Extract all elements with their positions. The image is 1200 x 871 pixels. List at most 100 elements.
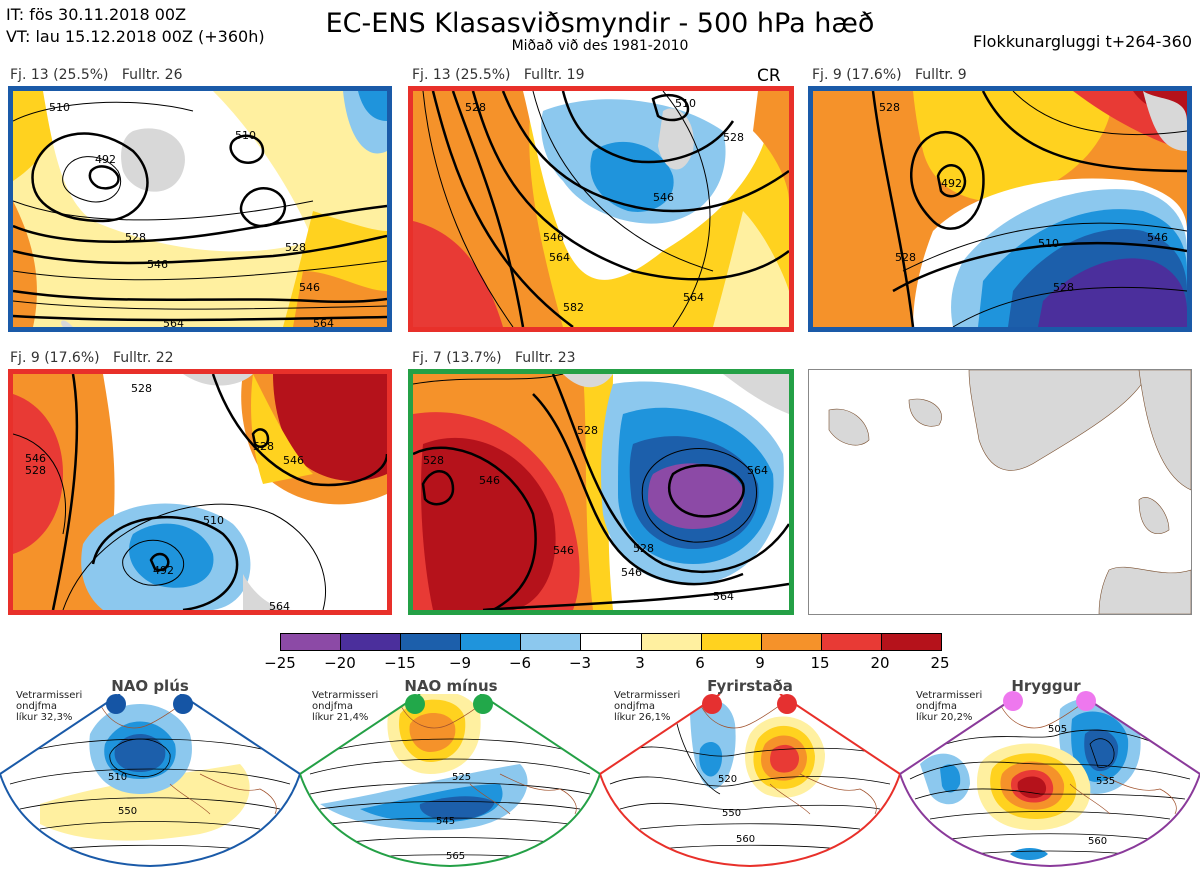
contour-label: 564 — [163, 317, 184, 327]
regime-3-title: Fyrirstaða — [707, 677, 793, 695]
contour-label: 528 — [577, 424, 598, 437]
regime-map-nao-minus: 525 545 565 — [300, 694, 600, 868]
contour-label: 582 — [563, 301, 584, 314]
regime-3-marker — [702, 694, 722, 714]
regime-4-title: Hryggur — [1011, 677, 1081, 695]
contour-label: 528 — [253, 440, 274, 453]
contour-label: 510 — [1038, 237, 1059, 250]
contour-label: 546 — [25, 452, 46, 465]
regime-map-blocking: 520 550 560 — [600, 694, 900, 868]
contour-label: 510 — [49, 101, 70, 114]
colorbar-segment — [881, 634, 942, 650]
contour-label: 545 — [436, 816, 455, 827]
regime-2-title: NAO mínus — [404, 677, 498, 695]
panel-4-label: Fj. 9 (17.6%) Fulltr. 22 — [10, 350, 174, 366]
contour-label: 546 — [299, 281, 320, 294]
panel-5-label: Fj. 7 (13.7%) Fulltr. 23 — [412, 350, 576, 366]
contour-label: 528 — [131, 382, 152, 395]
contour-label: 564 — [313, 317, 334, 327]
empty-map-panel — [808, 369, 1192, 615]
colorbar — [280, 633, 942, 651]
regime-4-note: Vetrarmisseri ondjfma líkur 20,2% — [916, 690, 983, 723]
colorbar-segment — [341, 634, 402, 650]
colorbar-segment — [461, 634, 522, 650]
colorbar-segment — [401, 634, 462, 650]
contour-label: 546 — [653, 191, 674, 204]
colorbar-segment — [821, 634, 882, 650]
contour-label: 528 — [423, 454, 444, 467]
contour-label: 535 — [1096, 776, 1115, 787]
colorbar-tick: 9 — [755, 654, 765, 672]
regime-3-marker — [777, 694, 797, 714]
regime-1-marker — [106, 694, 126, 714]
contour-label: 546 — [147, 258, 168, 271]
colorbar-tick: −6 — [508, 654, 532, 672]
contour-label: 560 — [1088, 836, 1107, 847]
regime-map-nao-plus: 510 550 — [0, 694, 300, 868]
contour-label: 528 — [879, 101, 900, 114]
colorbar-tick: 15 — [810, 654, 830, 672]
contour-label: 564 — [269, 600, 290, 610]
panel-2-label: Fj. 13 (25.5%) Fulltr. 19 — [412, 67, 585, 83]
contour-label: 492 — [153, 564, 174, 577]
contour-label: 510 — [203, 514, 224, 527]
page-title: EC-ENS Klasasviðsmyndir - 500 hPa hæð — [325, 8, 875, 39]
contour-label: 546 — [479, 474, 500, 487]
regime-2-marker — [473, 694, 493, 714]
regime-4-marker — [1003, 691, 1023, 711]
colorbar-tick: −20 — [324, 654, 356, 672]
colorbar-tick: 20 — [870, 654, 890, 672]
panel-3-label: Fj. 9 (17.6%) Fulltr. 9 — [812, 67, 967, 83]
contour-label: 510 — [675, 97, 696, 110]
contour-label: 546 — [621, 566, 642, 579]
regime-1-title: NAO plús — [111, 677, 189, 695]
colorbar-tick: −9 — [448, 654, 472, 672]
header-info: IT: fös 30.11.2018 00Z VT: lau 15.12.201… — [6, 4, 265, 48]
contour-label: 510 — [235, 129, 256, 142]
contour-label: 492 — [95, 153, 116, 166]
regime-2-note: Vetrarmisseri ondjfma líkur 21,4% — [312, 690, 379, 723]
contour-label: 528 — [25, 464, 46, 477]
cluster-map-1: 510 492 510 528 546 528 546 564 564 — [8, 86, 392, 332]
contour-label: 560 — [736, 834, 755, 845]
contour-label: 528 — [465, 101, 486, 114]
colorbar-tick: 3 — [635, 654, 645, 672]
cluster-map-4: 528 546 528 510 492 528 546 564 — [8, 369, 392, 615]
valid-time: VT: lau 15.12.2018 00Z (+360h) — [6, 27, 265, 46]
regime-2-marker — [405, 694, 425, 714]
contour-label: 546 — [1147, 231, 1168, 244]
colorbar-tick: −15 — [384, 654, 416, 672]
contour-label: 520 — [718, 774, 737, 785]
contour-label: 546 — [553, 544, 574, 557]
colorbar-segment — [761, 634, 822, 650]
contour-label: 564 — [683, 291, 704, 304]
panel-2-tag: CR — [757, 66, 781, 86]
contour-label: 528 — [895, 251, 916, 264]
contour-label: 564 — [747, 464, 768, 477]
colorbar-tick: −25 — [264, 654, 296, 672]
initial-time: IT: fös 30.11.2018 00Z — [6, 5, 187, 24]
cluster-map-2: 528 510 528 546 546 564 582 564 — [408, 86, 794, 332]
regime-3-note: Vetrarmisseri ondjfma líkur 26,1% — [614, 690, 681, 723]
regime-1-note: Vetrarmisseri ondjfma líkur 32,3% — [16, 690, 83, 723]
page-subtitle: Miðað við des 1981-2010 — [511, 38, 689, 54]
classification-window: Flokkunargluggi t+264-360 — [973, 32, 1192, 51]
contour-label: 564 — [713, 590, 734, 603]
contour-label: 528 — [633, 542, 654, 555]
regime-1-marker — [173, 694, 193, 714]
contour-label: 546 — [283, 454, 304, 467]
regime-4-marker — [1076, 691, 1096, 711]
colorbar-segment — [581, 634, 642, 650]
contour-label: 565 — [446, 851, 465, 862]
contour-label: 528 — [285, 241, 306, 254]
contour-label: 510 — [108, 772, 127, 783]
colorbar-segment — [701, 634, 762, 650]
colorbar-segment — [641, 634, 702, 650]
colorbar-tick: −3 — [568, 654, 592, 672]
contour-label: 505 — [1048, 724, 1067, 735]
panel-1-label: Fj. 13 (25.5%) Fulltr. 26 — [10, 67, 183, 83]
cluster-map-3: 528 492 528 510 528 546 — [808, 86, 1192, 332]
cluster-map-5: 528 528 546 546 564 528 546 564 — [408, 369, 794, 615]
contour-label: 528 — [723, 131, 744, 144]
colorbar-tick: 25 — [930, 654, 950, 672]
